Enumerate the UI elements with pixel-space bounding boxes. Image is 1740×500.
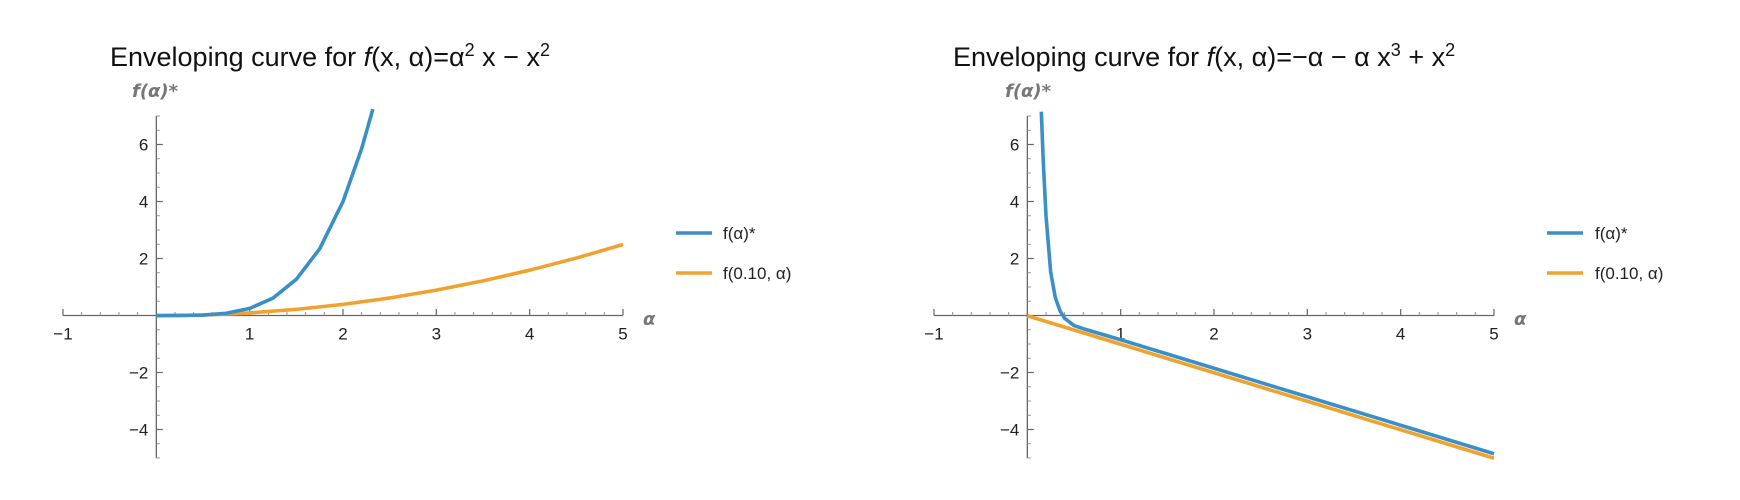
legend-label: f(0.10, α): [1595, 264, 1663, 283]
x-axis-label: α: [643, 309, 656, 330]
y-tick-label: 4: [1010, 193, 1019, 212]
axes: −1 1 2 3 4 5 −4 −2 2 4 6: [53, 115, 628, 459]
x-tick-label: 1: [1116, 325, 1125, 344]
y-tick-label: 2: [1010, 250, 1019, 269]
x-tick-label: −1: [53, 325, 72, 344]
series-line-envelope: [156, 108, 375, 318]
series-line-envelope: [1039, 111, 1495, 456]
legend: f(α)* f(0.10, α): [676, 224, 791, 283]
y-tick-label: −4: [1000, 421, 1019, 440]
y-axis-label: f(α)*: [132, 81, 179, 102]
x-tick-label: 4: [525, 325, 534, 344]
x-tick-label: 4: [1396, 325, 1405, 344]
y-tick-label: 4: [139, 193, 148, 212]
y-tick-label: 6: [1010, 136, 1019, 155]
series-line-f-0-10: [1026, 314, 1495, 461]
y-tick-label: 6: [139, 136, 148, 155]
y-tick-label: −2: [1000, 364, 1019, 383]
x-tick-label: 5: [1489, 325, 1498, 344]
legend-label: f(α)*: [1595, 224, 1628, 243]
y-axis-label: f(α)*: [1005, 81, 1052, 102]
y-tick-label: −2: [129, 364, 148, 383]
series-line-f-0-10: [156, 242, 624, 318]
legend-label: f(α)*: [723, 224, 756, 243]
x-tick-label: 3: [1303, 325, 1312, 344]
chart-title: Enveloping curve for f(x, α)=α2 x − x2: [110, 40, 550, 72]
plot-area: [1026, 111, 1495, 461]
legend-label: f(0.10, α): [723, 264, 791, 283]
y-tick-label: 2: [139, 250, 148, 269]
axes: −1 1 2 3 4 5 −4 −2 2 4 6: [924, 115, 1499, 459]
x-tick-label: 5: [618, 325, 627, 344]
legend: f(α)* f(0.10, α): [1547, 224, 1663, 283]
x-tick-label: 1: [245, 325, 254, 344]
y-tick-label: −4: [129, 421, 148, 440]
x-tick-label: 2: [338, 325, 347, 344]
x-tick-label: 2: [1209, 325, 1218, 344]
x-axis-label: α: [1514, 309, 1527, 330]
plot-area: [156, 108, 624, 318]
chart-title: Enveloping curve for f(x, α)=−α − α x3 +…: [953, 40, 1455, 72]
x-tick-label: 3: [432, 325, 441, 344]
chart-right: Enveloping curve for f(x, α)=−α − α x3 +…: [924, 40, 1663, 461]
chart-left: Enveloping curve for f(x, α)=α2 x − x2 f…: [53, 40, 791, 459]
x-tick-label: −1: [924, 325, 943, 344]
